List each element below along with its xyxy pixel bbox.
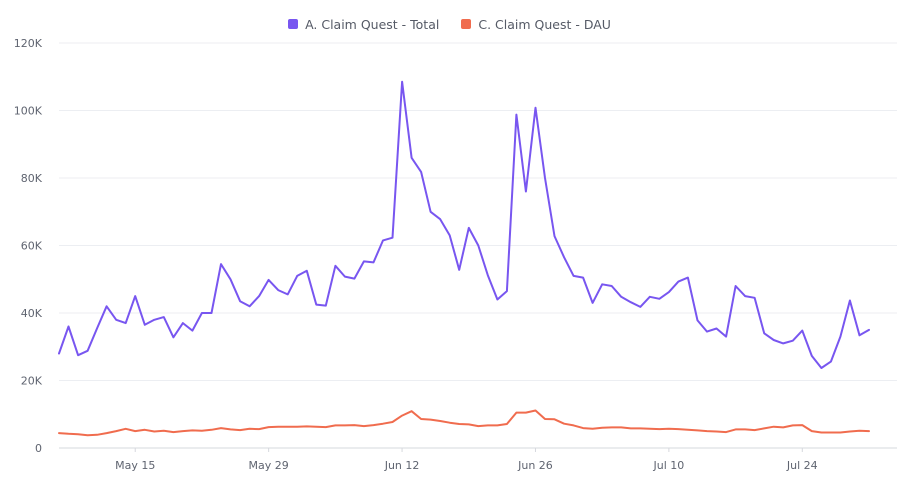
series-line-0[interactable]	[58, 80, 870, 369]
chart-legend: A. Claim Quest - Total C. Claim Quest - …	[0, 14, 899, 34]
y-tick-label-1: 20K	[21, 375, 43, 388]
x-tick-label-3: Jun 26	[517, 459, 553, 472]
x-tick-label-0: May 15	[115, 459, 155, 472]
legend-swatch-dau	[461, 19, 472, 29]
legend-swatch-total	[288, 19, 299, 29]
y-tick-label-5: 100K	[14, 105, 43, 118]
y-tick-label-0: 0	[35, 442, 42, 455]
x-axis-ticks: May 15 May 29 Jun 12 Jun 26 Jul 10 Jul 24	[115, 448, 818, 472]
x-tick-label-4: Jul 10	[652, 459, 684, 472]
gridlines	[59, 42, 897, 449]
legend-label-total: A. Claim Quest - Total	[305, 16, 440, 32]
series-lines	[58, 80, 870, 437]
y-axis-ticks: 0 20K 40K 60K 80K 100K 120K	[14, 37, 43, 455]
y-tick-label-4: 80K	[21, 172, 43, 185]
y-tick-label-3: 60K	[21, 240, 43, 253]
legend-item-dau[interactable]: C. Claim Quest - DAU	[461, 17, 611, 32]
x-tick-label-5: Jul 24	[786, 459, 818, 472]
y-tick-label-6: 120K	[14, 37, 43, 50]
y-tick-label-2: 40K	[21, 307, 43, 320]
legend-item-total[interactable]: A. Claim Quest - Total	[288, 17, 439, 32]
x-tick-label-1: May 29	[249, 459, 289, 472]
x-tick-label-2: Jun 12	[384, 459, 420, 472]
legend-label-dau: C. Claim Quest - DAU	[478, 16, 611, 32]
series-line-1[interactable]	[58, 409, 870, 437]
